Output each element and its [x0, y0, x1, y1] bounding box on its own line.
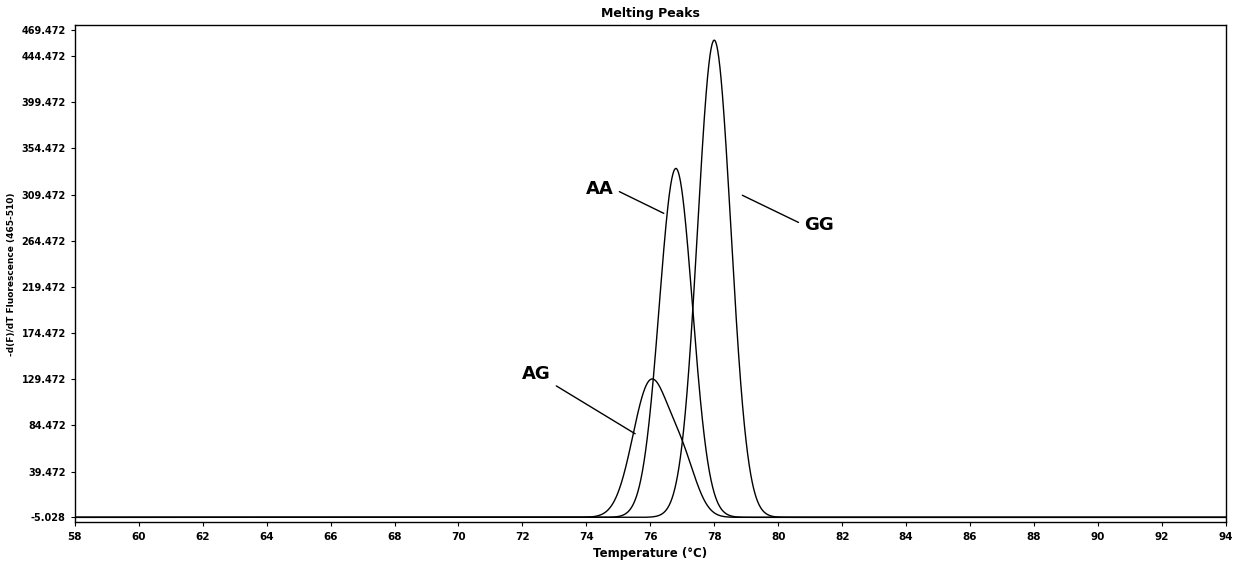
- Text: AG: AG: [522, 365, 635, 434]
- Title: Melting Peaks: Melting Peaks: [601, 7, 699, 20]
- Text: GG: GG: [743, 195, 833, 234]
- Text: AA: AA: [587, 180, 663, 213]
- Y-axis label: -d(F)/dT Fluorescence (465-510): -d(F)/dT Fluorescence (465-510): [7, 192, 16, 356]
- X-axis label: Temperature (°C): Temperature (°C): [593, 547, 707, 560]
